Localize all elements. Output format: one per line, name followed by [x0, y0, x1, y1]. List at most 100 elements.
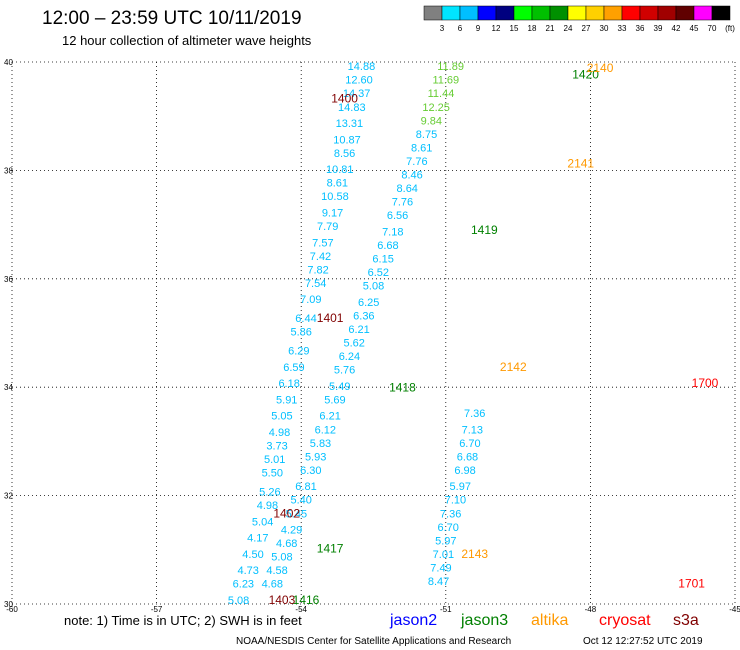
pass-label: 1419 — [471, 223, 498, 237]
swh-value: 5.86 — [290, 327, 311, 339]
swh-value: 14.83 — [338, 102, 366, 114]
swh-value: 11.69 — [432, 75, 459, 87]
swh-value: 7.76 — [392, 197, 413, 209]
swh-value: 5.93 — [305, 451, 326, 463]
swh-value: 6.21 — [319, 411, 340, 423]
x-tick-label: -51 — [440, 605, 452, 614]
swh-value: 8.61 — [327, 178, 348, 190]
pass-label: 2143 — [461, 547, 488, 561]
colorbar-swatch — [603, 5, 623, 21]
colorbar-swatch — [513, 5, 533, 21]
swh-value: 5.49 — [329, 381, 350, 393]
swh-value: 4.29 — [281, 525, 302, 537]
swh-value: 6.25 — [358, 297, 379, 309]
swh-value: 7.13 — [462, 424, 483, 436]
swh-value: 6.68 — [457, 451, 478, 463]
y-tick-label: 38 — [4, 166, 13, 175]
colorbar-swatch — [693, 5, 713, 21]
swh-value: 7.18 — [382, 226, 403, 238]
swh-value: 8.56 — [334, 148, 355, 160]
swh-value: 7.09 — [300, 294, 321, 306]
swh-value: 3.73 — [266, 441, 287, 453]
pass-label: 1416 — [293, 593, 320, 607]
x-tick-label: -60 — [6, 605, 18, 614]
swh-value: 5.76 — [334, 365, 355, 377]
swh-value: 5.97 — [450, 481, 471, 493]
swh-value: 6.44 — [295, 313, 316, 325]
colorbar-swatch — [567, 5, 587, 21]
pass-label: 1401 — [317, 311, 344, 325]
colorbar-swatch — [585, 5, 605, 21]
pass-label: 1700 — [692, 376, 719, 390]
track-s3a-1416: 8.477.497.015.976.707.367.105.976.986.68… — [428, 408, 486, 588]
swh-value: 6.15 — [372, 254, 393, 266]
swh-value: 8.47 — [428, 576, 449, 588]
chart-subtitle: 12 hour collection of altimeter wave hei… — [62, 33, 312, 48]
swh-value: 7.36 — [464, 408, 485, 420]
colorbar-swatch — [495, 5, 515, 21]
colorbar-swatch — [531, 5, 551, 21]
y-tick-label: 34 — [4, 383, 13, 392]
swh-value: 7.10 — [445, 495, 466, 507]
y-tick-label: 32 — [4, 492, 13, 501]
swh-value: 6.52 — [368, 267, 389, 279]
swh-value: 6.12 — [315, 424, 336, 436]
swh-value: 6.68 — [377, 240, 398, 252]
colorbar-swatch — [657, 5, 677, 21]
swh-value: 9.17 — [322, 207, 343, 219]
pass-label: 1701 — [678, 577, 705, 591]
x-tick-label: -57 — [151, 605, 163, 614]
swh-value: 6.23 — [233, 579, 254, 591]
swh-value: 6.29 — [288, 346, 309, 358]
swh-value: 6.36 — [353, 310, 374, 322]
swh-value: 11.89 — [437, 61, 464, 73]
colorbar-label: 15 — [510, 24, 519, 33]
colorbar-swatch — [477, 5, 497, 21]
swh-value: 10.87 — [333, 134, 361, 146]
swh-value: 7.76 — [406, 156, 427, 168]
legend-s3a: s3a — [673, 612, 699, 629]
swh-value: 4.68 — [262, 579, 283, 591]
legend-cryosat: cryosat — [599, 612, 651, 629]
swh-value: 12.60 — [345, 75, 373, 87]
chart-header: 12:00 – 23:59 UTC 10/11/2019 12 hour col… — [42, 8, 312, 48]
swh-value: 8.64 — [397, 183, 418, 195]
swh-value: 14.37 — [343, 88, 371, 100]
chart-footer: note: 1) Time is in UTC; 2) SWH is in fe… — [64, 612, 703, 647]
mission-legend: jason2 jason3 altika cryosat s3a — [389, 612, 699, 629]
swh-value: 5.05 — [271, 411, 292, 423]
x-tick-label: -45 — [729, 605, 740, 614]
swh-value: 4.17 — [247, 533, 268, 545]
footer-credit: NOAA/NESDIS Center for Satellite Applica… — [236, 636, 511, 647]
colorbar-swatch — [639, 5, 659, 21]
colorbar-label: 24 — [564, 24, 573, 33]
swh-value: 9.84 — [421, 115, 442, 127]
swh-value: 6.81 — [295, 481, 316, 493]
swh-value: 6.18 — [278, 378, 299, 390]
swh-value: 6.56 — [387, 210, 408, 222]
x-tick-label: -48 — [585, 605, 597, 614]
swh-value: 13.31 — [336, 118, 364, 130]
colorbar-label: 12 — [492, 24, 501, 33]
colorbar-label: 21 — [546, 24, 555, 33]
chart-title: 12:00 – 23:59 UTC 10/11/2019 — [42, 8, 302, 29]
track-j3-1416: 4.684.585.084.684.295.455.406.816.305.93… — [262, 129, 438, 591]
swh-value: 7.82 — [307, 264, 328, 276]
swh-value: 7.01 — [433, 549, 454, 561]
colorbar-label: (ft) — [725, 24, 735, 33]
swh-value: 6.70 — [459, 438, 480, 450]
swh-value: 5.04 — [252, 516, 273, 528]
swh-value: 11.44 — [428, 88, 455, 100]
colorbar-label: 27 — [582, 24, 591, 33]
swh-value: 6.59 — [283, 362, 304, 374]
swh-value: 10.58 — [321, 191, 349, 203]
y-tick-label: 30 — [4, 600, 13, 609]
swh-value: 8.75 — [416, 129, 437, 141]
swh-value: 5.08 — [363, 281, 384, 293]
plot-area: -60 -57 -54 -51 -48 -45 30 32 34 36 38 40 5.08 6.23 4.… — [4, 58, 740, 614]
swh-value: 4.50 — [242, 549, 263, 561]
swh-value: 5.97 — [435, 535, 456, 547]
swh-value: 5.40 — [290, 495, 311, 507]
swh-value: 7.49 — [430, 562, 451, 574]
